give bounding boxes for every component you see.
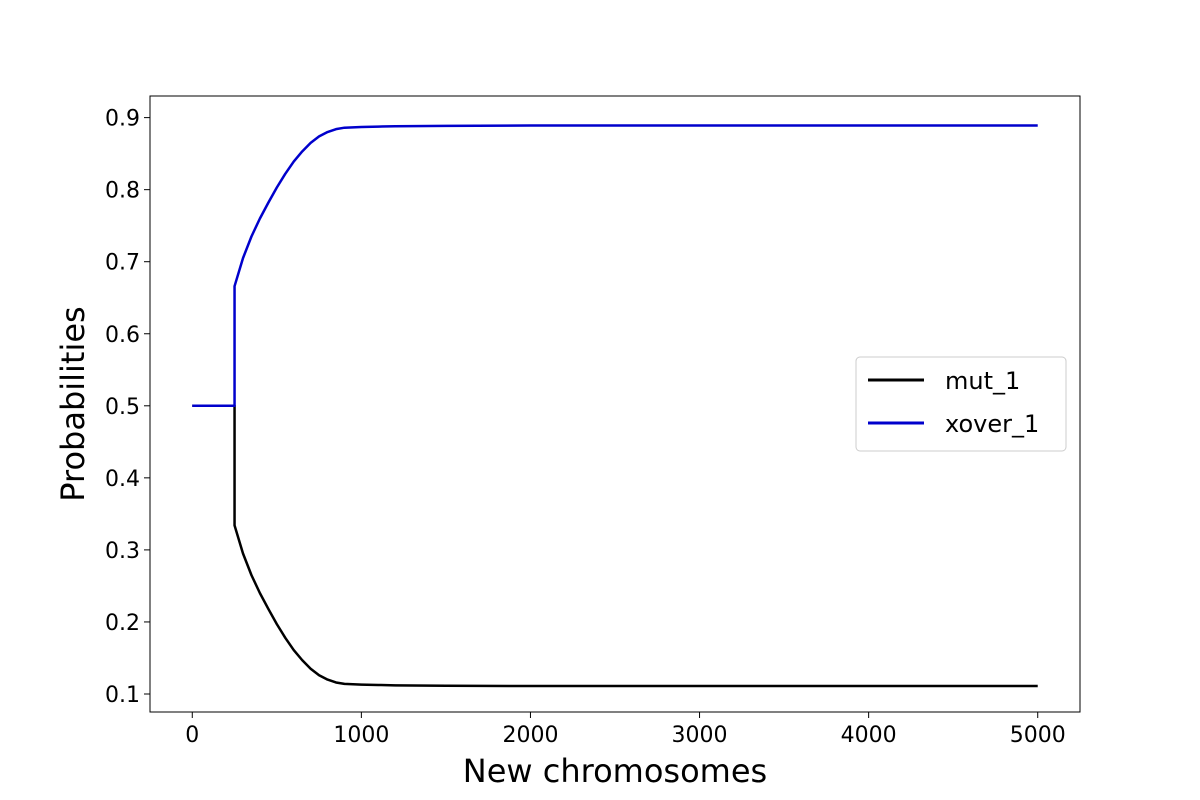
y-tick-label: 0.1 xyxy=(105,683,140,708)
x-tick-label: 2000 xyxy=(502,723,558,748)
x-tick-labels: 0 1000 2000 3000 4000 5000 xyxy=(185,723,1065,748)
x-tick-label: 0 xyxy=(185,723,199,748)
y-tick-label: 0.9 xyxy=(105,107,140,132)
x-tick-label: 5000 xyxy=(1010,723,1066,748)
plot-frame xyxy=(149,95,1081,713)
y-tick-labels: 0.1 0.2 0.3 0.4 0.5 0.6 0.7 0.8 0.9 xyxy=(105,107,140,708)
legend-label-mut-1: mut_1 xyxy=(945,367,1020,395)
tick-marks xyxy=(144,117,1039,718)
y-tick-label: 0.4 xyxy=(105,467,140,492)
x-tick-label: 1000 xyxy=(333,723,389,748)
series-line-xover-1 xyxy=(192,124,1038,408)
y-tick-label: 0.3 xyxy=(105,539,140,564)
y-tick-label: 0.2 xyxy=(105,611,140,636)
y-tick-label: 0.8 xyxy=(105,179,140,204)
y-tick-label: 0.5 xyxy=(105,395,140,420)
y-tick-label: 0.6 xyxy=(105,323,140,348)
x-tick-label: 4000 xyxy=(841,723,897,748)
legend-label-xover-1: xover_1 xyxy=(945,410,1039,438)
y-axis-label: Probabilities xyxy=(54,306,92,501)
series-lines xyxy=(192,124,1038,688)
y-tick-label: 0.7 xyxy=(105,251,140,276)
x-tick-label: 3000 xyxy=(672,723,728,748)
x-axis-label: New chromosomes xyxy=(463,752,767,790)
legend: mut_1 xover_1 xyxy=(855,356,1067,452)
series-line-mut-1 xyxy=(192,404,1038,688)
